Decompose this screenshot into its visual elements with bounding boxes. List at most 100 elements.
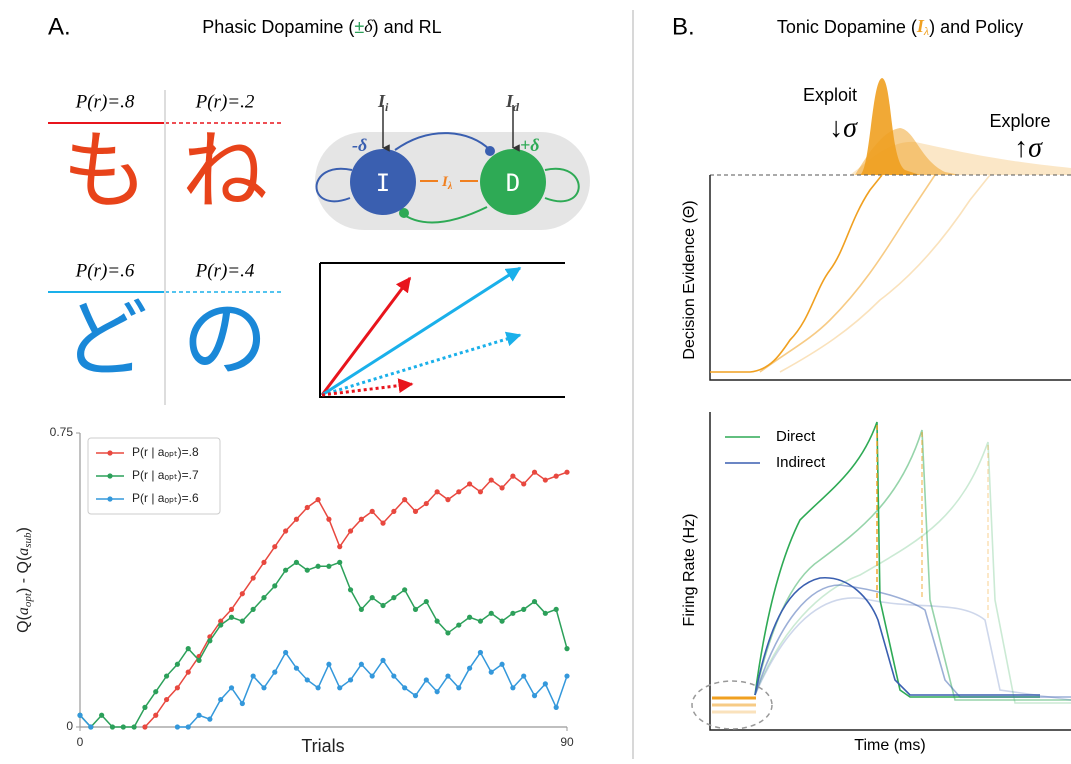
data-point (261, 559, 267, 565)
data-point (315, 685, 321, 691)
data-point (531, 693, 538, 699)
data-point (423, 677, 429, 683)
title-part: δ (364, 16, 373, 36)
data-point (326, 661, 332, 667)
task-stimuli: P(r)=.8 P(r)=.2 も ね P(r)=.6 P(r)=.4 ど の (48, 90, 283, 405)
lambda-main: I (441, 174, 449, 190)
data-point (531, 469, 538, 475)
x-axis-label: Time (ms) (854, 737, 925, 754)
data-point (196, 657, 202, 663)
data-point (510, 473, 516, 479)
legend-marker (107, 450, 113, 456)
data-point (445, 673, 451, 679)
data-point (293, 559, 300, 565)
data-point (337, 559, 343, 565)
data-point (326, 516, 332, 522)
explore-sigma: ↑σ (1014, 132, 1043, 163)
data-point (218, 696, 224, 703)
x-tick-label: 0 (77, 735, 84, 749)
legend-marker (107, 496, 113, 502)
data-point (131, 724, 137, 730)
evidence-trace (759, 174, 936, 373)
data-point (250, 575, 256, 581)
data-point (261, 595, 267, 601)
value-vectors (319, 262, 565, 398)
data-point (488, 477, 494, 483)
data-point (228, 614, 235, 620)
data-point (174, 661, 180, 667)
probability-label: P(r)=.2 (195, 91, 255, 112)
data-point (347, 677, 354, 683)
data-point (218, 618, 224, 624)
input-sub: d (513, 100, 520, 114)
data-point (196, 712, 202, 718)
x-axis-label: Trials (301, 736, 344, 756)
legend-label: P(r | aₒₚₜ)=.8 (132, 445, 199, 459)
data-point (163, 673, 170, 679)
data-point (499, 618, 505, 624)
title-part: Phasic Dopamine ( (202, 17, 354, 37)
data-point (456, 489, 462, 495)
data-point (521, 606, 527, 613)
explore-label: Explore (989, 111, 1050, 131)
data-point (239, 591, 245, 597)
node-label: D (506, 169, 520, 197)
data-point (564, 673, 570, 679)
data-point (315, 497, 321, 503)
ylabel-part: Q( (15, 614, 32, 632)
data-point (477, 618, 484, 624)
data-point (283, 528, 289, 534)
data-point (174, 685, 180, 691)
evidence-trace (710, 174, 883, 373)
data-point (402, 587, 408, 593)
data-point (283, 567, 289, 573)
circuit-diagram: I D Ii Id -δ +δ Iλ (315, 91, 590, 230)
data-point (402, 497, 408, 503)
data-point (109, 724, 116, 730)
data-point (412, 606, 419, 613)
data-point (218, 622, 224, 628)
delta-label: -δ (352, 135, 367, 155)
data-point (521, 673, 527, 679)
threshold-distributions: Exploit ↓σ Explore ↑σ (803, 78, 1071, 175)
ylabel-part: opt (22, 592, 34, 607)
connection (315, 167, 353, 203)
direct-trace (754, 441, 1071, 704)
data-point (391, 595, 397, 601)
data-point (510, 685, 516, 691)
stimulus-symbol: の (182, 292, 268, 388)
panel-label: B. (672, 13, 695, 40)
data-point (120, 724, 126, 730)
probability-label: P(r)=.8 (75, 91, 135, 112)
series-line (79, 651, 568, 728)
delta-label: +δ (520, 135, 539, 155)
exploit-label: Exploit (803, 85, 857, 105)
input-label: Id (505, 91, 520, 114)
y-axis-label: Firing Rate (Hz) (681, 514, 698, 627)
probability-label: P(r)=.6 (75, 260, 135, 281)
vector (321, 266, 522, 397)
input-main: I (377, 91, 386, 111)
data-point (456, 685, 462, 691)
title-part: Tonic Dopamine ( (777, 17, 917, 37)
data-point (347, 587, 354, 593)
data-point (369, 595, 375, 601)
data-point (553, 473, 559, 479)
data-point (272, 669, 278, 675)
learning-chart: Trials Q(aopt) - Q(asub) 00.750 90P(r | a… (15, 425, 574, 756)
data-point (423, 598, 429, 605)
data-point (380, 602, 386, 609)
data-point (467, 481, 473, 487)
lambda-sub: λ (447, 181, 453, 192)
data-point (358, 661, 364, 667)
direct-trace (754, 421, 1040, 698)
data-point (531, 598, 538, 605)
legend: P(r | aₒₚₜ)=.8 P(r | aₒₚₜ)=.7 P(r | aₒₚₜ)=… (87, 437, 221, 515)
data-point (358, 606, 364, 613)
connection-end (485, 146, 495, 156)
data-point (239, 700, 245, 707)
data-point (369, 508, 375, 514)
data-point (315, 563, 321, 569)
data-point (326, 563, 332, 569)
